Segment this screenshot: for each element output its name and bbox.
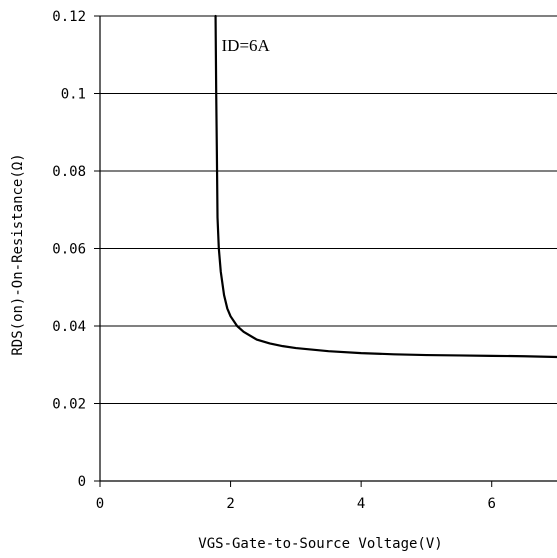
grid-lines bbox=[100, 15, 557, 404]
x-tick-label-1: 2 bbox=[226, 496, 234, 512]
y-tick-label-3: 0.06 bbox=[52, 242, 86, 258]
y-tick-label-1: 0.02 bbox=[52, 397, 86, 413]
annotations: ID=6A bbox=[222, 36, 271, 55]
annotation-0: ID=6A bbox=[222, 36, 271, 55]
series-line-0 bbox=[214, 14, 557, 359]
y-tick-label-6: 0.12 bbox=[52, 9, 86, 25]
tick-labels: 0 0.02 0.04 0.06 0.08 0.1 0.12 0 2 4 6 bbox=[52, 9, 496, 512]
y-tick-label-4: 0.08 bbox=[52, 164, 86, 180]
x-tick-label-2: 4 bbox=[357, 496, 365, 512]
x-axis-title: VGS-Gate-to-Source Voltage(V) bbox=[198, 536, 442, 552]
y-tick-label-5: 0.1 bbox=[61, 87, 86, 103]
series-layer bbox=[214, 14, 557, 359]
x-tick-label-3: 6 bbox=[487, 496, 495, 512]
x-tick-label-0: 0 bbox=[96, 496, 104, 512]
y-tick-label-0: 0 bbox=[78, 474, 86, 490]
y-tick-label-2: 0.04 bbox=[52, 319, 86, 335]
y-axis-title: RDS(on)-On-Resistance(Ω) bbox=[10, 153, 26, 355]
